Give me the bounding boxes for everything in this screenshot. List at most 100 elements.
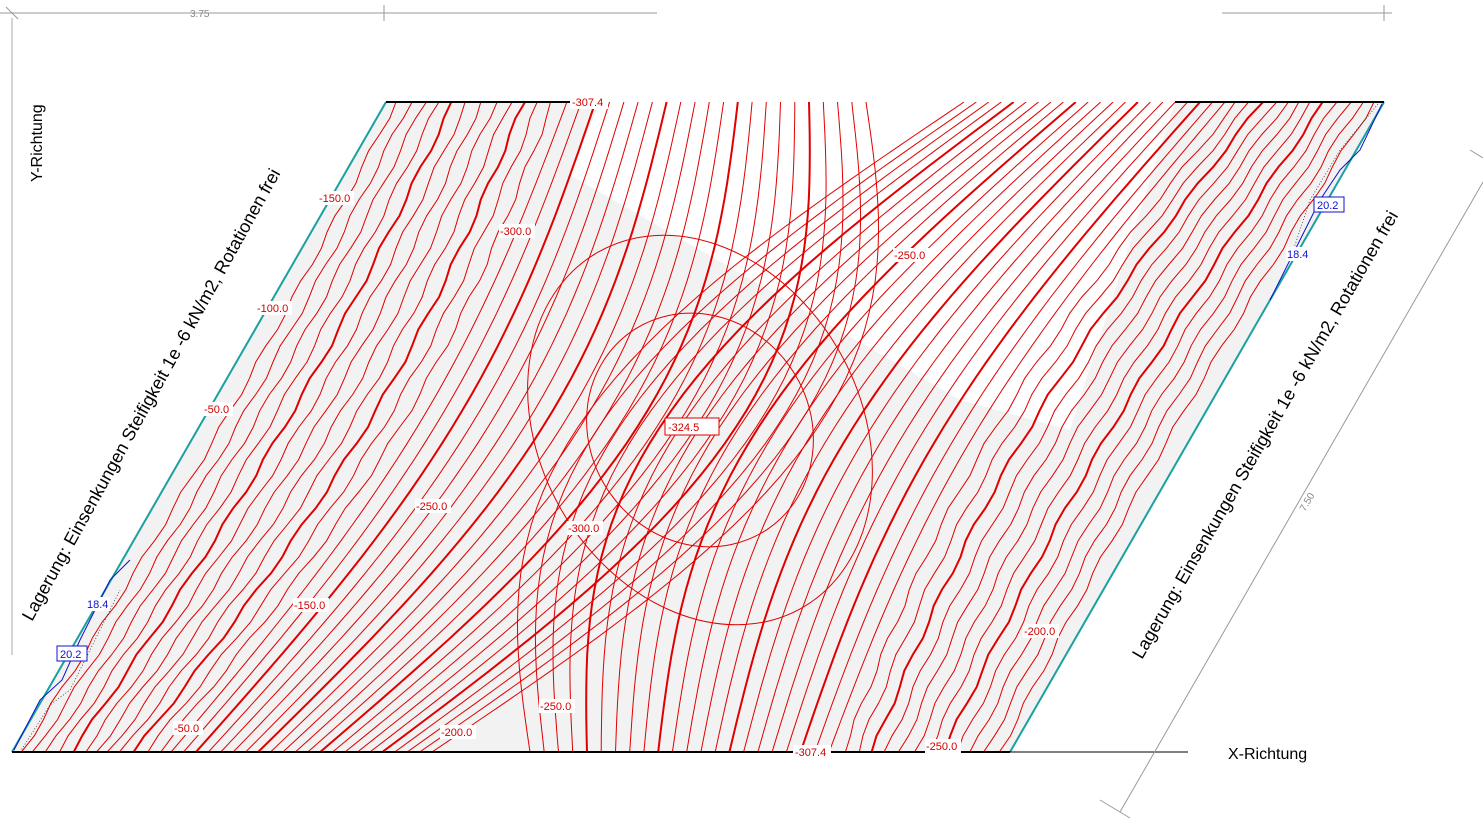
contour-line [569, 102, 1002, 752]
label-250a: -250.0 [893, 248, 929, 262]
contour-line [870, 102, 1264, 752]
contour-line [700, 102, 1114, 752]
diagonal-dimension-line [1119, 181, 1483, 813]
svg-text:-200.0: -200.0 [441, 727, 472, 739]
label-150b: -150.0 [293, 598, 329, 612]
contour-line [208, 102, 611, 752]
label-200a: -200.0 [1023, 624, 1059, 638]
contour-line [585, 102, 1015, 752]
label-300a: -300.0 [499, 224, 535, 238]
contour-line [232, 102, 639, 752]
contour-line [257, 102, 668, 752]
contour-min-outer [527, 234, 873, 626]
svg-text:-250.0: -250.0 [926, 741, 957, 753]
contour-line [31, 102, 413, 752]
svg-text:-50.0: -50.0 [204, 404, 229, 416]
top-dimension-label: 3.75 [190, 9, 210, 20]
contour-line [20, 102, 397, 752]
tick-a [5, 6, 19, 20]
contour-line [72, 102, 453, 752]
contour-line [270, 102, 682, 752]
diagonal-dimension-label: 7.50 [1298, 491, 1317, 514]
svg-text:-307.4: -307.4 [572, 97, 603, 109]
label-202b: 20.2 [1313, 196, 1345, 213]
contour-line [245, 102, 653, 752]
label-300b: -300.0 [567, 521, 603, 535]
contour-line [534, 102, 977, 752]
contour-line [657, 102, 1077, 752]
contour-line [119, 102, 513, 752]
diagonal-tick-a [1099, 799, 1131, 819]
svg-text:-250.0: -250.0 [416, 501, 447, 513]
contour-line [170, 102, 568, 752]
contour-line [552, 102, 990, 752]
svg-text:-150.0: -150.0 [319, 193, 350, 205]
contour-line [957, 102, 1338, 752]
label-min: -324.5 [664, 417, 720, 436]
svg-text:-300.0: -300.0 [568, 523, 599, 535]
positive-labels: 18.4 20.2 20.2 18.4 [56, 196, 1345, 662]
svg-text:18.4: 18.4 [87, 599, 108, 611]
label-150a: -150.0 [318, 191, 354, 205]
contour-line [714, 102, 1126, 752]
contour-line [406, 102, 844, 752]
label-50a: -50.0 [203, 402, 233, 416]
contour-line [195, 102, 597, 752]
svg-text:-50.0: -50.0 [174, 723, 199, 735]
contour-line [516, 102, 965, 752]
contour-line [814, 102, 1213, 752]
label-202a: 20.2 [56, 645, 88, 662]
svg-text:-150.0: -150.0 [294, 600, 325, 612]
label-100: -100.0 [256, 301, 292, 315]
contour-line [969, 102, 1352, 752]
contour-line [643, 102, 1064, 752]
contour-line [728, 102, 1139, 752]
diagonal-tick-b [1469, 149, 1483, 159]
contour-line [394, 102, 827, 752]
contour-line [282, 102, 696, 752]
contour-line [147, 102, 538, 752]
label-50b: -50.0 [173, 721, 203, 735]
svg-text:-307.4: -307.4 [795, 747, 826, 759]
contour-line [858, 102, 1249, 752]
contour-line [132, 102, 526, 752]
contour-line [629, 102, 1052, 752]
contour-line [983, 102, 1364, 752]
contour-line [106, 102, 498, 752]
contour-line [757, 102, 1164, 752]
contour-line [785, 102, 1188, 752]
label-200b: -200.0 [440, 725, 476, 739]
contour-line [96, 102, 482, 752]
svg-text:20.2: 20.2 [60, 649, 81, 661]
contour-line [220, 102, 625, 752]
contour-line [828, 102, 1226, 752]
svg-text:-324.5: -324.5 [668, 422, 699, 434]
label-250c: -250.0 [539, 699, 575, 713]
contour-labels: -307.4 -307.4 -324.5 -150.0 -300.0 -250.… [173, 95, 1059, 759]
unshaded-region [570, 102, 1175, 430]
left-support-line [11, 101, 387, 753]
contour-line [686, 102, 1102, 752]
contour-line [160, 102, 551, 752]
contour-line [381, 102, 811, 752]
contour-line [914, 102, 1300, 752]
contour-lines [20, 102, 1375, 752]
label-250d: -250.0 [925, 739, 961, 753]
contour-line [844, 102, 1236, 752]
contour-line [332, 102, 753, 752]
contour-line [743, 102, 1151, 752]
contour-line [897, 102, 1289, 752]
label-184b: 18.4 [1286, 247, 1310, 261]
contour-line [671, 102, 1089, 752]
svg-text:20.2: 20.2 [1317, 200, 1338, 212]
x-axis-label: X-Richtung [1228, 746, 1307, 763]
contour-line [998, 102, 1375, 752]
contour-line [799, 102, 1201, 752]
contour-line [883, 102, 1278, 752]
svg-text:-250.0: -250.0 [540, 701, 571, 713]
contour-line [930, 102, 1311, 752]
svg-text:-250.0: -250.0 [894, 250, 925, 262]
svg-text:18.4: 18.4 [1287, 249, 1308, 261]
svg-text:-100.0: -100.0 [257, 303, 288, 315]
